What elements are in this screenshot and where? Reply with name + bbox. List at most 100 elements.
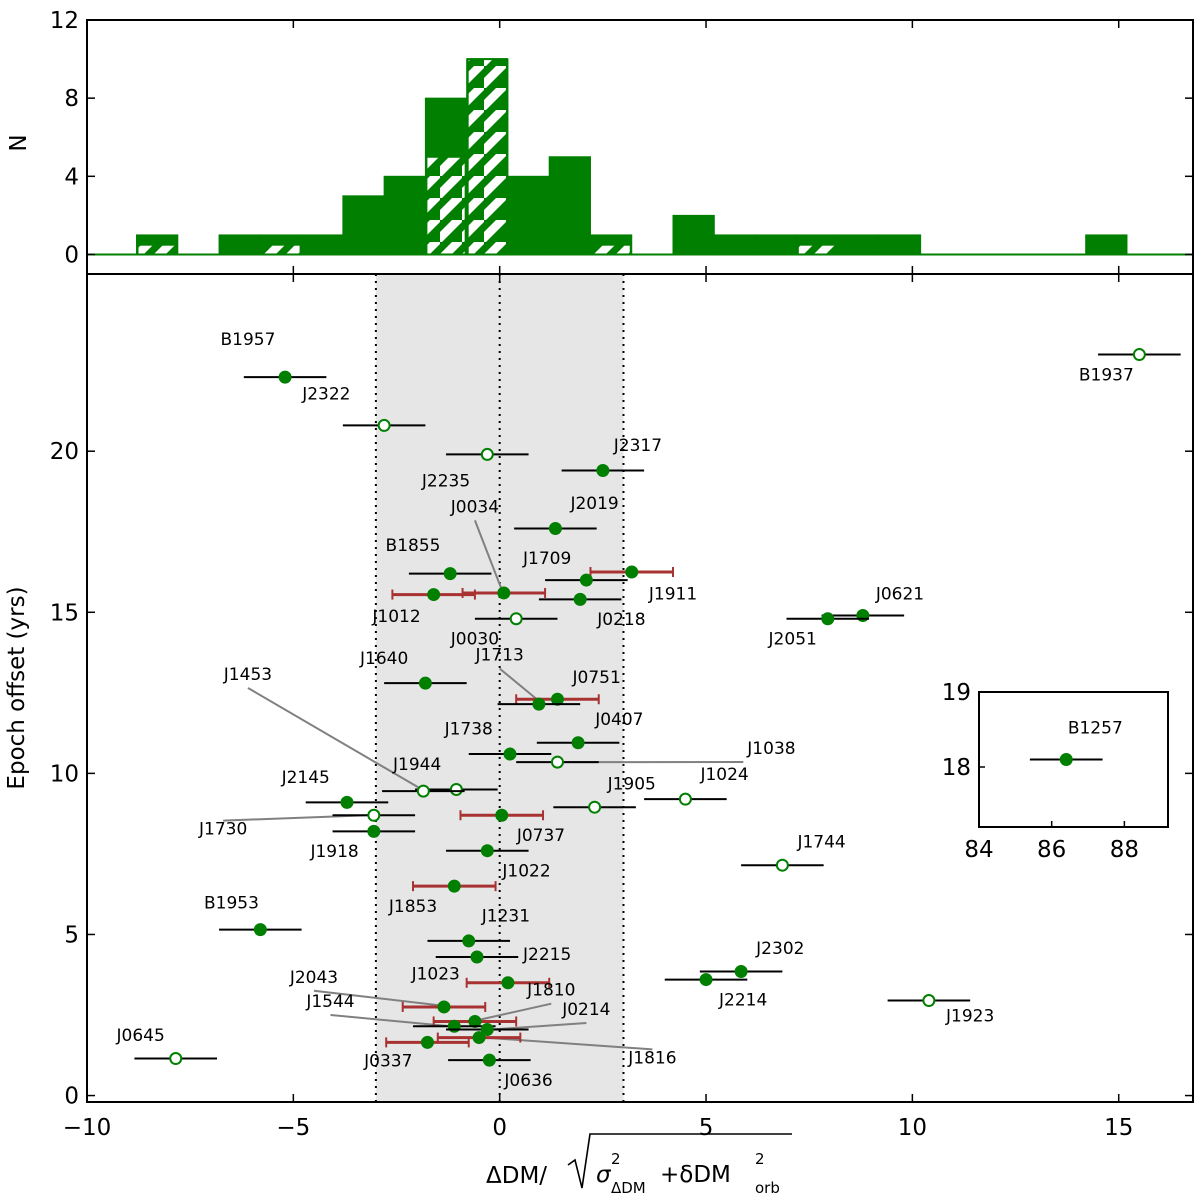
y-tick-label: 5 [64,922,79,948]
pulsar-labels: B1957 J2322 J2235 J2317 J2019 B1855 J1709 J1911… [116,330,1134,1091]
pulsar-point-j1453 [382,784,465,798]
data-marker [550,755,564,769]
data-marker [678,792,692,806]
x-tick-label: 5 [699,1115,714,1141]
pulsar-label: J1012 [371,607,420,627]
leader-line [330,1013,451,1028]
data-marker [340,795,354,809]
data-marker [278,370,292,384]
pulsar-point-j0034 [461,586,547,600]
x-tick-label: 10 [898,1115,927,1141]
inset-x-tick-label: 86 [1037,837,1066,863]
pulsar-label: J0337 [363,1052,412,1072]
data-marker [699,973,713,987]
histogram-bar-hatched [796,243,839,256]
pulsar-label: J2019 [569,494,618,514]
pulsar-point-j2235 [446,447,529,461]
data-marker [377,418,391,432]
data-marker [625,565,639,579]
pulsar-point-j2019 [514,522,597,536]
x-tick-label: −10 [63,1115,112,1141]
pulsar-label: J1640 [359,649,408,669]
data-marker [470,950,484,964]
pulsar-point-j2322 [342,418,426,432]
data-marker [503,747,517,761]
pulsar-point-b1855 [408,567,492,581]
data-marker [775,858,789,872]
annotation-leader-lines [223,520,744,1051]
inset-frame [978,691,1169,828]
pulsar-label: J0636 [503,1071,552,1091]
pulsar-label: J1738 [444,720,493,740]
pulsar-label: J2235 [421,472,470,492]
data-marker [416,784,430,798]
x-label-sub-1: ΔDM [611,1179,646,1197]
inset-ticks: 84 86 88 18 19 [942,680,1139,863]
pulsar-point-j1810 [432,1014,518,1028]
histogram-tick-label: 8 [64,86,79,112]
data-marker [596,464,610,478]
pulsar-point-j0214 [446,1023,529,1037]
data-marker [922,994,936,1008]
y-tick-label: 0 [64,1084,79,1110]
pulsar-label: J1544 [305,992,354,1012]
pulsar-point-j1231 [427,934,511,948]
pulsar-point-b1953 [219,923,302,937]
pulsar-label: J0030 [450,630,499,650]
histogram-bar [878,234,922,255]
histogram-bar [218,234,261,255]
y-tick-label: 20 [50,439,79,465]
data-marker [573,592,587,606]
x-label-plus-ddm: +δDM [660,1162,731,1188]
pulsar-point-j2215 [435,950,519,964]
histogram-tick-label: 0 [64,242,79,268]
pulsar-label: J2214 [718,990,767,1010]
pulsar-label: J1918 [309,842,358,862]
pulsar-label: B1957 [220,330,275,350]
histogram-y-label: N [6,134,32,151]
data-marker [449,782,463,796]
pulsar-label: J0218 [596,610,645,630]
pulsar-label: J0737 [516,826,565,846]
pulsar-label: J1709 [522,549,571,569]
pulsar-point-j0636 [448,1053,531,1067]
histogram-tick-label: 12 [50,8,79,34]
histogram-bar-hatched [466,58,508,256]
data-marker [734,965,748,979]
histogram-bar [755,234,798,255]
data-marker [418,676,432,690]
pulsar-label: J1231 [481,907,530,927]
x-label-sup-2: 2 [755,1150,765,1168]
pulsar-point-j1023 [465,976,551,990]
data-marker [495,808,509,822]
sqrt-sign [567,1133,792,1189]
data-marker [367,824,381,838]
pulsar-label: J1023 [411,965,460,985]
data-marker [462,934,476,948]
pulsar-point-j2145 [305,795,389,809]
pulsar-label: J2051 [768,630,817,650]
pulsar-point-j0337 [385,1035,470,1049]
pulsar-point-j1816 [436,1031,522,1045]
histogram-bar [837,234,880,255]
inset-y-tick-label: 19 [942,680,971,706]
pulsar-point-j1709 [545,573,628,587]
data-marker [588,800,602,814]
pulsar-point-j2317 [561,464,645,478]
data-marker [253,923,267,937]
histogram-bar [507,175,550,255]
leader-line [491,1022,587,1031]
pulsar-label: J1810 [526,981,575,1001]
pulsar-point-j0218 [538,592,622,606]
inset-y-tick-label: 18 [942,755,971,781]
leader-line [499,667,538,701]
pulsar-point-j0737 [459,808,545,822]
pulsar-label: J1024 [699,765,748,785]
pulsar-label: J1038 [746,739,795,759]
scatter-axis-ticks: −10 −5 0 5 10 15 0 5 10 15 20 [50,274,1193,1141]
histogram-tick-label: 4 [64,164,79,190]
data-marker [509,612,523,626]
inset-x-tick-label: 84 [964,837,993,863]
data-marker [480,447,494,461]
